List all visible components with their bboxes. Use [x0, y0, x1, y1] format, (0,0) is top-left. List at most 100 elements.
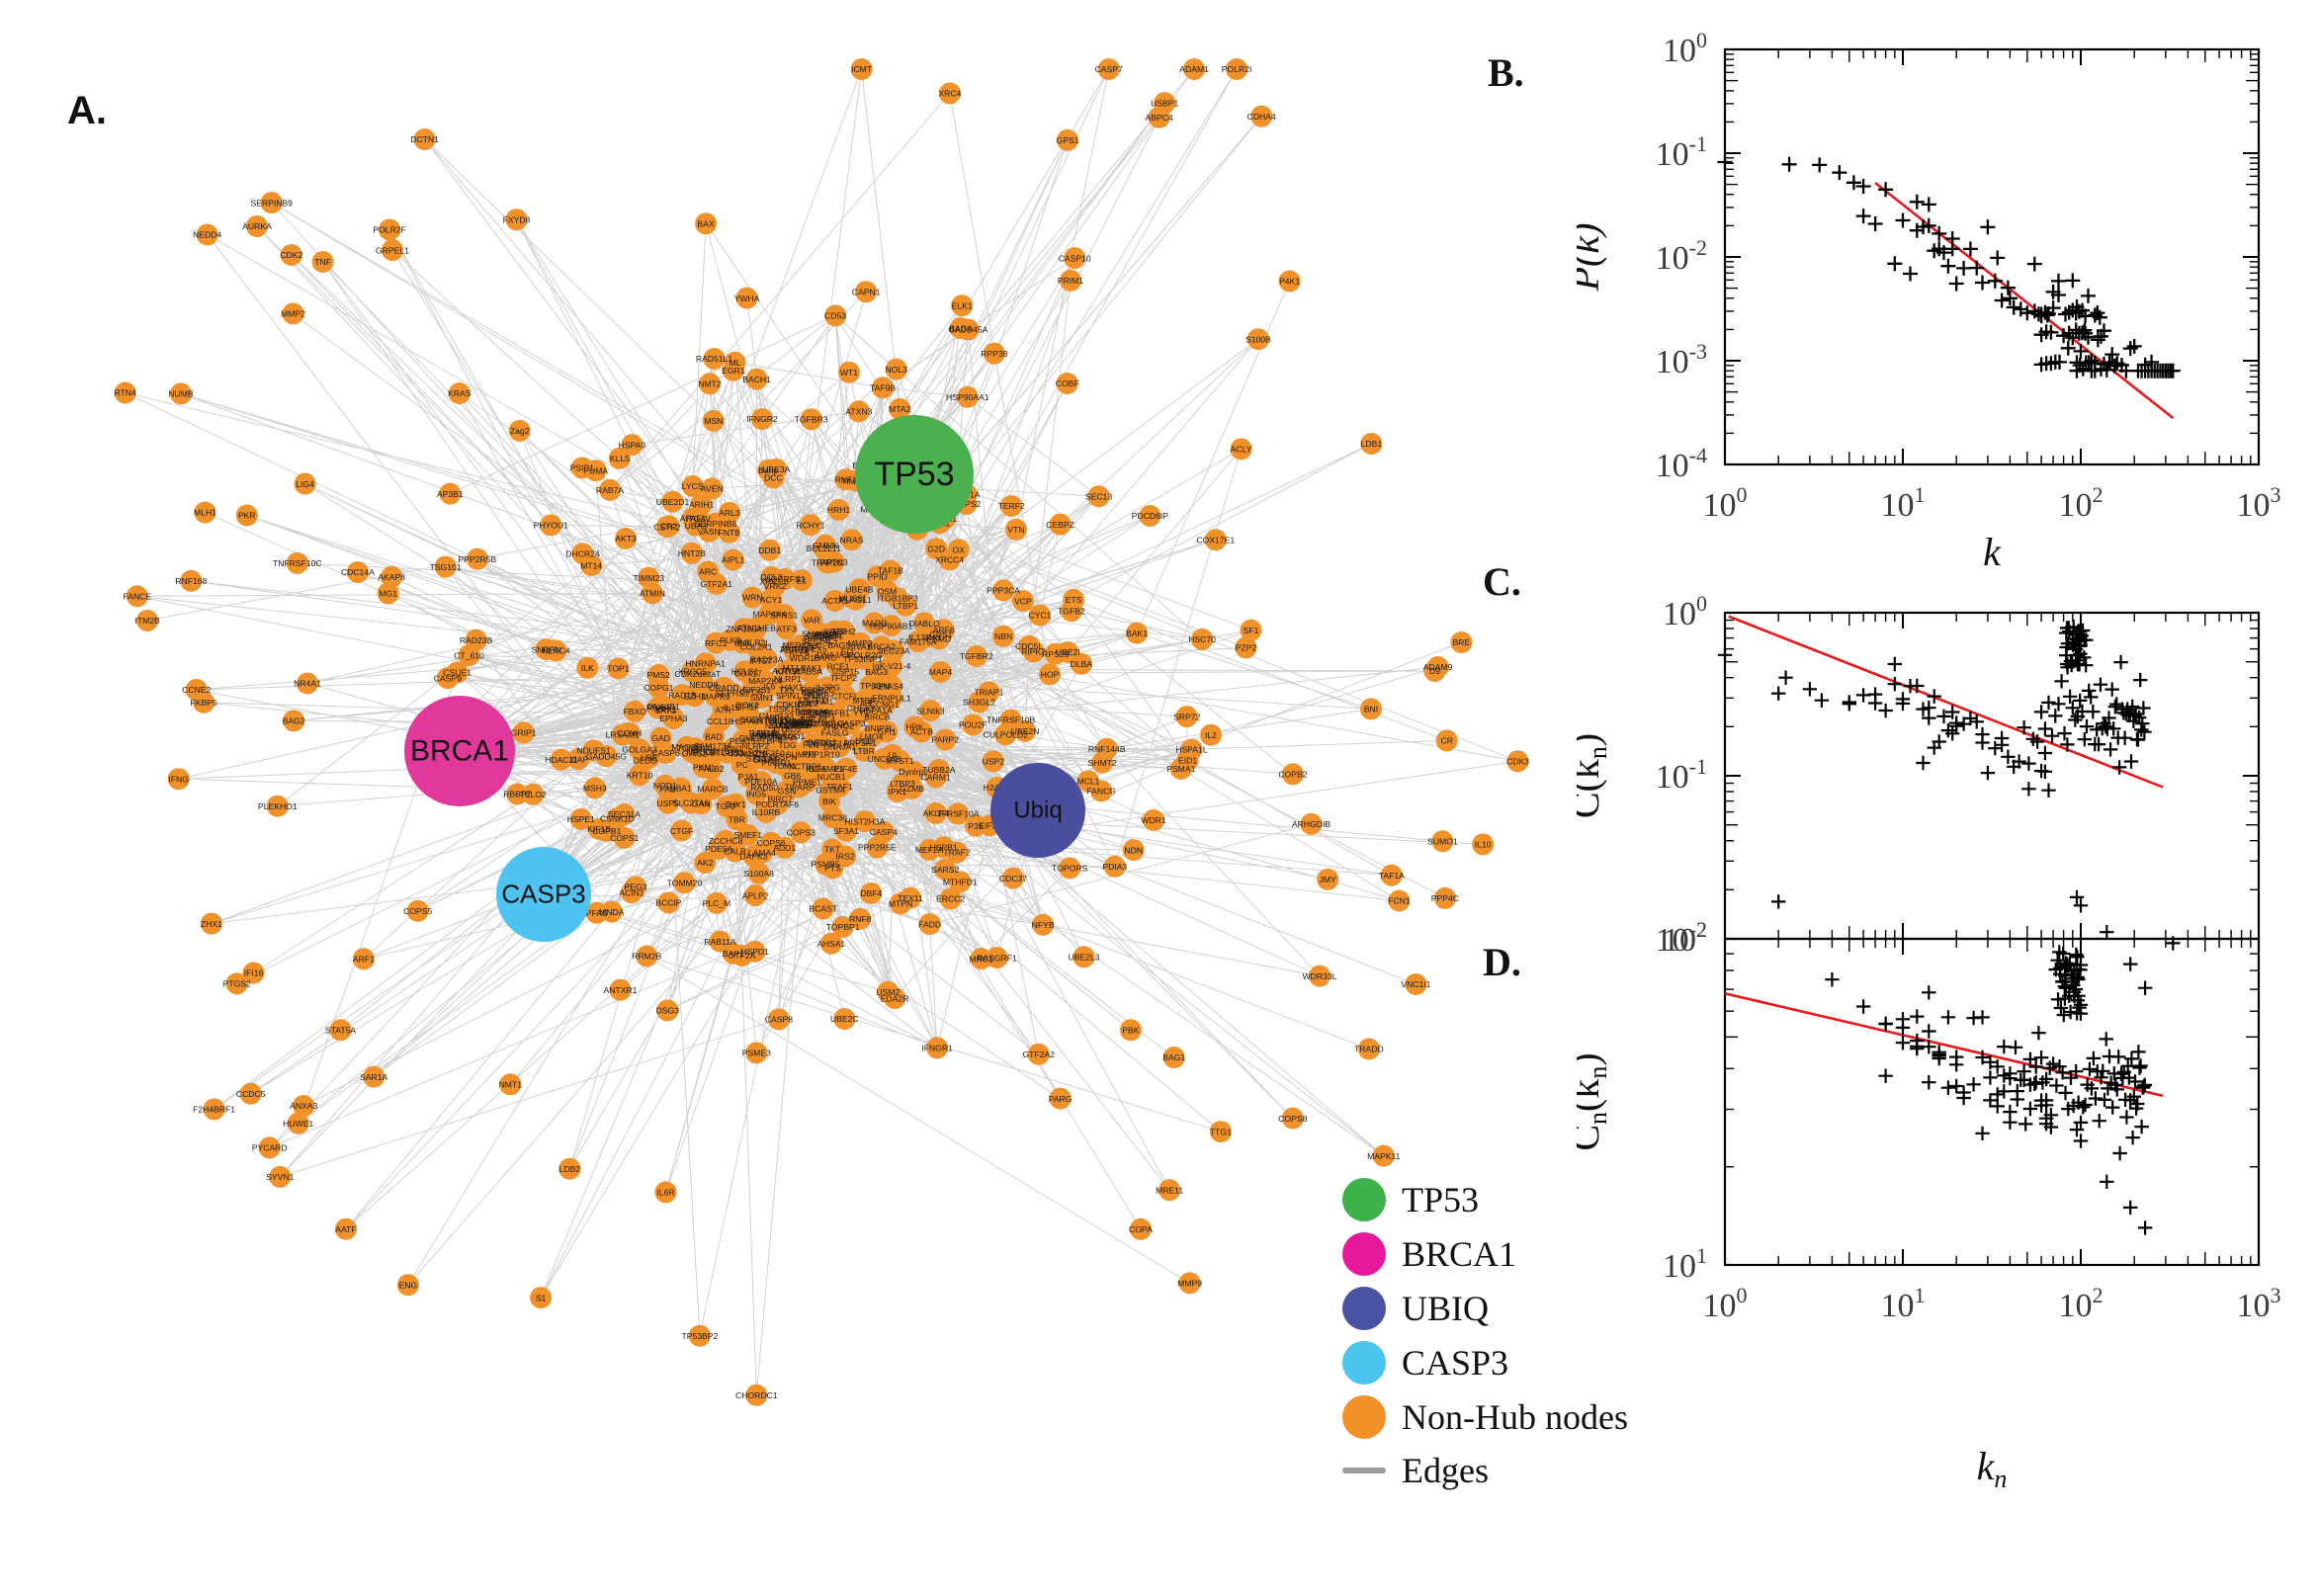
- svg-text:ANTXR1: ANTXR1: [604, 985, 638, 995]
- svg-text:NLRC4: NLRC4: [542, 646, 569, 656]
- svg-text:PLC_M: PLC_M: [703, 898, 731, 908]
- svg-text:RCHY1: RCHY1: [796, 520, 824, 530]
- svg-text:UBE2D1: UBE2D1: [656, 497, 690, 507]
- svg-text:ICMT: ICMT: [851, 64, 873, 74]
- svg-text:MTA2: MTA2: [889, 404, 911, 414]
- svg-text:BCCIP: BCCIP: [655, 898, 682, 908]
- svg-text:AATF: AATF: [335, 1224, 356, 1234]
- svg-text:Banp: Banp: [758, 465, 778, 475]
- svg-text:PDE10A: PDE10A: [745, 777, 778, 787]
- svg-text:NFYB: NFYB: [1032, 920, 1055, 930]
- svg-text:COPA: COPA: [1129, 1224, 1153, 1234]
- svg-text:MSH3: MSH3: [583, 784, 607, 794]
- svg-text:GTF2A2: GTF2A2: [1022, 1050, 1055, 1059]
- svg-text:AVEN: AVEN: [701, 484, 724, 494]
- svg-text:TNFRSF1A: TNFRSF1A: [805, 738, 849, 748]
- svg-text:G2D: G2D: [927, 544, 945, 553]
- svg-text:PBK: PBK: [1122, 1026, 1139, 1036]
- svg-text:IFNGR1: IFNGR1: [921, 1044, 953, 1053]
- svg-text:RBBP7: RBBP7: [503, 790, 531, 799]
- svg-text:KRT10: KRT10: [627, 771, 653, 781]
- svg-text:ACY1: ACY1: [760, 595, 783, 605]
- svg-text:PPP3CA: PPP3CA: [987, 586, 1020, 596]
- svg-text:AHSA1: AHSA1: [817, 939, 845, 949]
- svg-text:MMP9: MMP9: [1177, 1279, 1202, 1289]
- svg-text:HCLS1: HCLS1: [731, 666, 759, 676]
- svg-text:IPK1: IPK1: [889, 787, 907, 797]
- svg-text:TIMM23: TIMM23: [634, 573, 665, 583]
- svg-text:RPP38: RPP38: [981, 349, 1007, 359]
- svg-text:SAR1A: SAR1A: [360, 1072, 387, 1082]
- svg-text:SAT1: SAT1: [655, 706, 676, 715]
- svg-text:RNF2: RNF2: [835, 475, 858, 485]
- svg-text:LAMA4: LAMA4: [748, 848, 776, 858]
- svg-text:TOPORS: TOPORS: [1052, 864, 1087, 874]
- svg-text:USP2: USP2: [983, 757, 1005, 767]
- svg-text:HSC70: HSC70: [1188, 634, 1216, 644]
- svg-text:LDB1: LDB1: [1361, 439, 1383, 449]
- svg-text:KRAS: KRAS: [448, 388, 472, 398]
- svg-text:AKAP8: AKAP8: [378, 572, 405, 582]
- svg-text:S100A8: S100A8: [743, 869, 774, 879]
- svg-text:BAG1: BAG1: [1162, 1052, 1185, 1062]
- svg-text:IFI16: IFI16: [244, 968, 264, 978]
- svg-text:PARG: PARG: [1049, 1094, 1073, 1104]
- svg-text:RAB11A: RAB11A: [704, 937, 736, 947]
- svg-text:S1: S1: [536, 1293, 547, 1302]
- svg-text:GSN: GSN: [778, 787, 797, 797]
- svg-text:DSG3: DSG3: [656, 1006, 680, 1016]
- svg-text:CALR: CALR: [724, 847, 746, 857]
- svg-text:PHYOU1: PHYOU1: [534, 521, 569, 531]
- svg-text:NMT2: NMT2: [698, 379, 722, 389]
- svg-text:SMN1: SMN1: [750, 693, 774, 703]
- svg-text:F2H4BRF1: F2H4BRF1: [193, 1105, 235, 1115]
- svg-text:RRM2B: RRM2B: [632, 952, 661, 962]
- svg-text:FKBP5: FKBP5: [190, 698, 216, 708]
- svg-text:FNTB: FNTB: [718, 528, 740, 538]
- svg-text:100: 100: [1703, 482, 1748, 524]
- svg-text:CSNK1D: CSNK1D: [600, 813, 635, 823]
- svg-text:COPS3: COPS3: [787, 827, 816, 837]
- svg-text:MARCB: MARCB: [697, 784, 728, 794]
- svg-text:AK2: AK2: [697, 858, 713, 868]
- svg-text:BAG3: BAG3: [865, 667, 888, 677]
- svg-text:ATXN3: ATXN3: [845, 407, 872, 417]
- svg-text:ZCCHC8: ZCCHC8: [709, 836, 743, 846]
- svg-text:MAP4K4: MAP4K4: [753, 609, 787, 619]
- svg-text:SERPINB9: SERPINB9: [250, 198, 293, 208]
- svg-text:VAR: VAR: [804, 615, 820, 625]
- svg-text:TSG101: TSG101: [430, 562, 462, 572]
- svg-text:AIPL1: AIPL1: [722, 555, 745, 565]
- svg-text:MCL1: MCL1: [1077, 777, 1100, 787]
- svg-text:CASP7: CASP7: [1095, 64, 1123, 74]
- svg-text:NRAS: NRAS: [840, 535, 864, 545]
- svg-text:TAF1B: TAF1B: [878, 566, 903, 576]
- svg-text:SHMT2: SHMT2: [1088, 758, 1117, 768]
- svg-text:TRADD: TRADD: [1354, 1045, 1384, 1054]
- svg-text:YWHA: YWHA: [734, 294, 760, 303]
- svg-text:DBF4: DBF4: [860, 888, 882, 898]
- svg-text:PRTN3: PRTN3: [819, 557, 847, 567]
- svg-text:PMS2: PMS2: [646, 670, 670, 680]
- svg-text:CR: CR: [1440, 736, 1452, 746]
- svg-text:CCL18: CCL18: [707, 716, 733, 726]
- svg-text:VNC1I1: VNC1I1: [1401, 979, 1430, 989]
- svg-text:10-4: 10-4: [1656, 443, 1707, 484]
- svg-text:CTGF: CTGF: [670, 826, 693, 836]
- svg-text:CASP3: CASP3: [837, 718, 865, 728]
- svg-text:VTN: VTN: [1007, 525, 1024, 535]
- svg-text:PARP2: PARP2: [932, 735, 960, 745]
- svg-text:BNI: BNI: [1364, 705, 1378, 714]
- svg-text:FANCG: FANCG: [1086, 787, 1116, 797]
- svg-text:CDK3: CDK3: [1506, 757, 1529, 767]
- svg-text:JMY: JMY: [1320, 875, 1336, 884]
- svg-text:PRIM1: PRIM1: [1058, 276, 1083, 286]
- svg-text:NUCB1: NUCB1: [816, 772, 845, 782]
- svg-text:GTF2A1: GTF2A1: [700, 579, 732, 589]
- svg-text:MAPK11: MAPK11: [1367, 1151, 1400, 1161]
- svg-text:C(kn): C(kn): [1577, 733, 1612, 818]
- svg-text:10-1: 10-1: [1656, 131, 1707, 173]
- svg-text:PDCD6IP: PDCD6IP: [1132, 511, 1169, 521]
- svg-text:BACH1: BACH1: [742, 375, 771, 384]
- svg-text:MUS81: MUS81: [838, 593, 867, 603]
